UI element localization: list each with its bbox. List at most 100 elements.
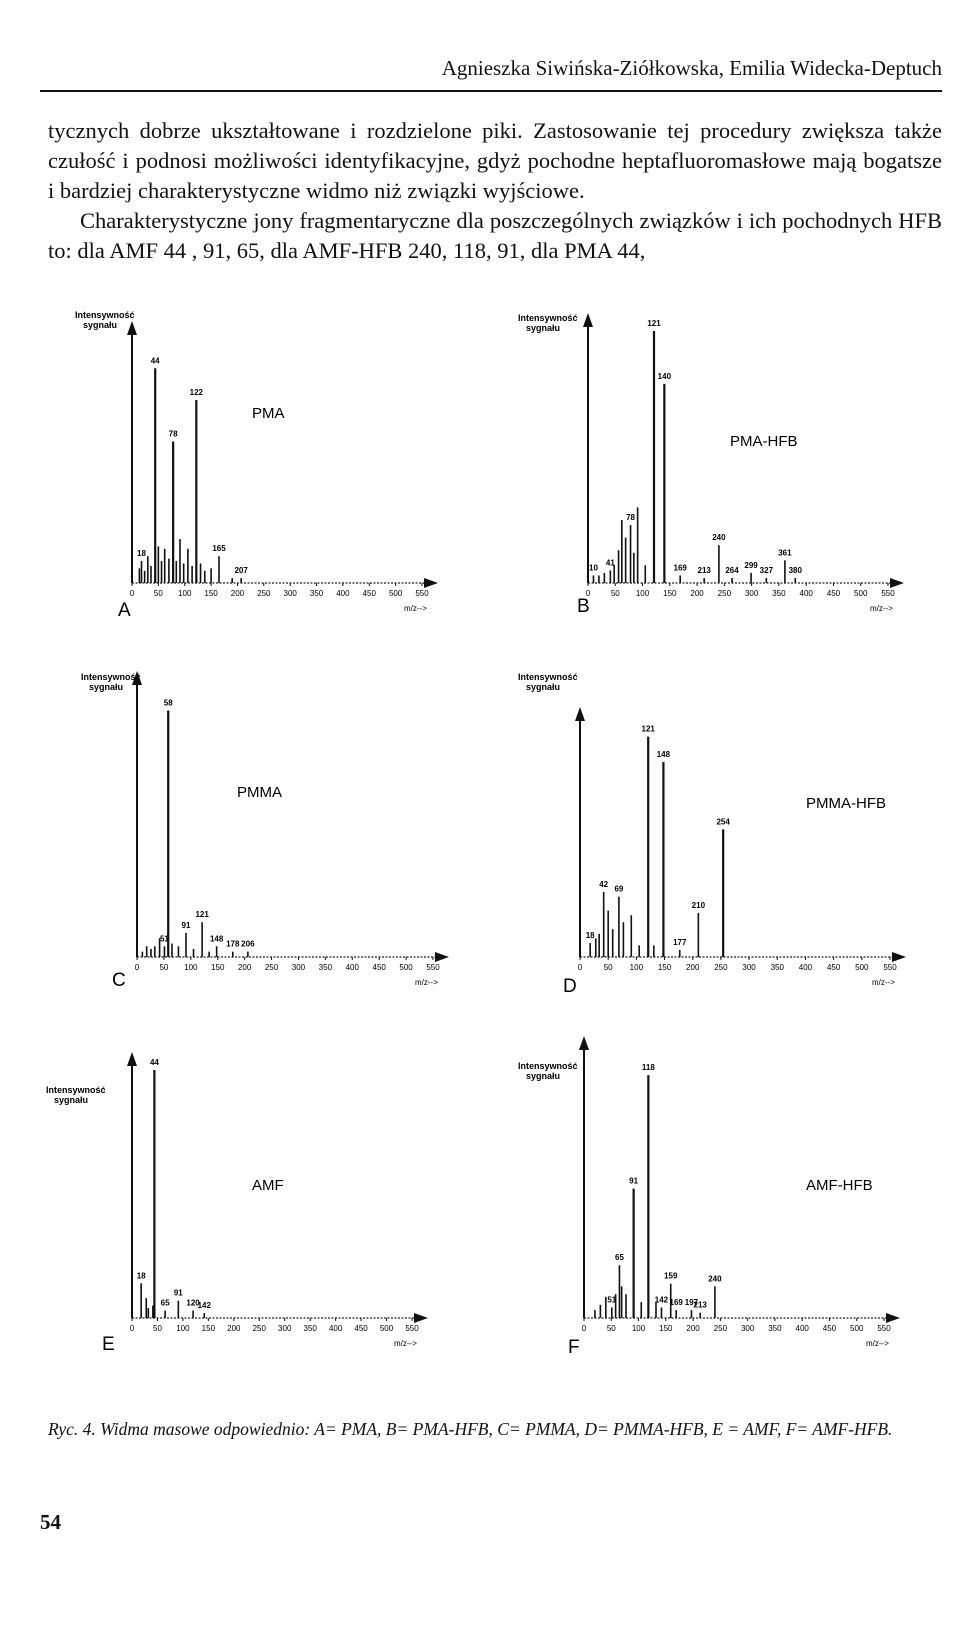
y-axis-label-2: sygnału — [526, 323, 560, 333]
x-tick-label: 50 — [604, 963, 613, 972]
x-tick-label: 300 — [278, 1324, 292, 1333]
x-tick-label: 150 — [202, 1324, 216, 1333]
peak-label-51: 51 — [607, 1295, 616, 1304]
y-axis-label-2: sygnału — [526, 1071, 560, 1081]
x-tick-label: 450 — [827, 589, 841, 598]
peak-label-177: 177 — [673, 938, 687, 947]
x-tick-label: 0 — [578, 963, 583, 972]
x-tick-label: 250 — [714, 1324, 728, 1333]
peak-label-91: 91 — [182, 921, 191, 930]
x-axis-arrow — [424, 578, 438, 588]
x-axis-arrow — [886, 1313, 900, 1323]
x-tick-label: 350 — [310, 589, 324, 598]
body-text: tycznych dobrze ukształtowane i rozdziel… — [48, 116, 942, 266]
x-tick-label: 350 — [304, 1324, 318, 1333]
x-axis-label: m/z--> — [866, 1339, 889, 1348]
panel-letter: A — [118, 600, 131, 621]
peak-label-18: 18 — [137, 1271, 146, 1280]
x-tick-label: 250 — [714, 963, 728, 972]
x-tick-label: 200 — [690, 589, 704, 598]
header-rule — [40, 90, 942, 92]
x-tick-label: 300 — [745, 589, 759, 598]
peak-label-169: 169 — [670, 1298, 684, 1307]
x-tick-label: 50 — [611, 589, 620, 598]
x-tick-label: 550 — [415, 589, 429, 598]
y-axis-label-2: sygnału — [83, 320, 117, 330]
panel-letter: F — [568, 1337, 580, 1358]
x-tick-label: 400 — [796, 1324, 810, 1333]
x-tick-label: 0 — [135, 963, 140, 972]
compound-name: PMMA-HFB — [806, 795, 886, 812]
peak-label-264: 264 — [725, 566, 739, 575]
x-tick-label: 250 — [718, 589, 732, 598]
peak-label-240: 240 — [712, 533, 726, 542]
x-axis-arrow — [435, 952, 449, 962]
peak-label-213: 213 — [698, 566, 712, 575]
x-tick-label: 450 — [373, 963, 387, 972]
y-axis-label-2: sygnału — [89, 682, 123, 692]
x-axis-label: m/z--> — [872, 978, 895, 987]
x-axis-label: m/z--> — [415, 978, 438, 987]
y-axis-label: Intensywność — [75, 310, 135, 320]
x-tick-label: 350 — [319, 963, 333, 972]
x-tick-label: 200 — [227, 1324, 241, 1333]
y-axis-arrow — [132, 671, 142, 685]
peak-label-44: 44 — [150, 1058, 159, 1067]
y-axis-arrow — [583, 313, 593, 327]
x-tick-label: 500 — [855, 963, 869, 972]
y-axis-label: Intensywność — [518, 313, 578, 323]
x-tick-label: 500 — [850, 1324, 864, 1333]
x-tick-label: 550 — [405, 1324, 419, 1333]
y-axis-arrow — [575, 707, 585, 721]
x-tick-label: 350 — [772, 589, 786, 598]
peak-label-142: 142 — [198, 1301, 212, 1310]
x-tick-label: 50 — [154, 589, 163, 598]
x-tick-label: 150 — [658, 963, 672, 972]
x-tick-label: 550 — [881, 589, 895, 598]
x-tick-label: 500 — [380, 1324, 394, 1333]
x-tick-label: 100 — [178, 589, 192, 598]
x-tick-label: 300 — [284, 589, 298, 598]
y-axis-label: Intensywność — [46, 1085, 106, 1095]
x-tick-label: 0 — [586, 589, 591, 598]
x-tick-label: 250 — [253, 1324, 267, 1333]
y-axis-label: Intensywność — [518, 672, 578, 682]
peak-label-207: 207 — [234, 566, 248, 575]
peak-label-18: 18 — [137, 549, 146, 558]
x-tick-label: 350 — [768, 1324, 782, 1333]
x-tick-label: 500 — [854, 589, 868, 598]
x-tick-label: 200 — [231, 589, 245, 598]
x-tick-label: 100 — [184, 963, 198, 972]
x-tick-label: 350 — [771, 963, 785, 972]
x-tick-label: 100 — [630, 963, 644, 972]
peak-label-121: 121 — [642, 725, 656, 734]
x-tick-label: 100 — [636, 589, 650, 598]
compound-name: AMF — [252, 1177, 284, 1194]
peak-label-65: 65 — [161, 1299, 170, 1308]
x-axis-arrow — [892, 952, 906, 962]
x-tick-label: 550 — [877, 1324, 891, 1333]
peak-label-299: 299 — [744, 561, 758, 570]
peak-label-380: 380 — [789, 566, 803, 575]
peak-label-120: 120 — [186, 1299, 200, 1308]
x-axis-label: m/z--> — [870, 604, 893, 613]
peak-label-213: 213 — [694, 1301, 708, 1310]
peak-label-69: 69 — [614, 885, 623, 894]
y-axis-label: Intensywność — [518, 1061, 578, 1071]
x-tick-label: 500 — [399, 963, 413, 972]
peak-label-58: 58 — [164, 698, 173, 707]
x-tick-label: 550 — [426, 963, 440, 972]
x-tick-label: 450 — [823, 1324, 837, 1333]
header-authors: Agnieszka Siwińska-Ziółkowska, Emilia Wi… — [441, 56, 942, 80]
compound-name: PMMA — [237, 784, 282, 801]
x-tick-label: 50 — [607, 1324, 616, 1333]
x-tick-label: 400 — [799, 963, 813, 972]
peak-label-140: 140 — [658, 372, 672, 381]
peak-label-148: 148 — [657, 750, 671, 759]
x-tick-label: 250 — [257, 589, 271, 598]
panel-letter: C — [112, 970, 126, 991]
peak-label-159: 159 — [664, 1272, 678, 1281]
